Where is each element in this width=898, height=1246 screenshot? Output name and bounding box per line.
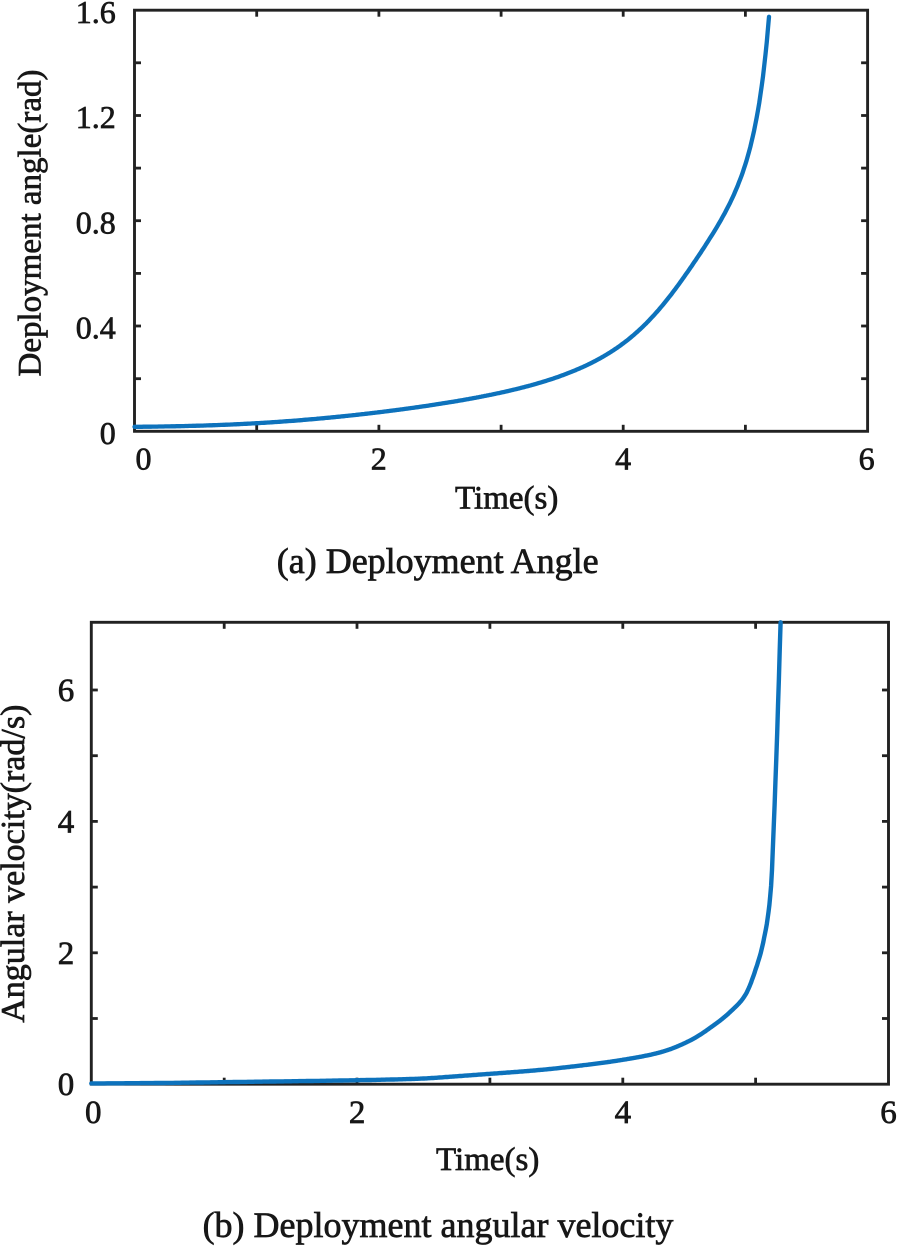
svg-text:0.4: 0.4 bbox=[76, 310, 116, 346]
svg-text:1.2: 1.2 bbox=[76, 99, 116, 135]
svg-text:4: 4 bbox=[615, 1095, 632, 1131]
svg-text:2: 2 bbox=[349, 1095, 366, 1131]
svg-text:2: 2 bbox=[371, 440, 387, 476]
svg-text:Time(s): Time(s) bbox=[436, 1142, 539, 1178]
svg-text:Deployment angle(rad): Deployment angle(rad) bbox=[12, 70, 48, 377]
svg-text:0: 0 bbox=[58, 1067, 75, 1103]
svg-text:Time(s): Time(s) bbox=[455, 481, 558, 517]
svg-text:6: 6 bbox=[880, 1095, 897, 1131]
svg-text:6: 6 bbox=[859, 440, 875, 476]
svg-text:0: 0 bbox=[85, 1095, 102, 1131]
svg-text:(a) Deployment Angle: (a) Deployment Angle bbox=[277, 541, 599, 581]
svg-text:0.8: 0.8 bbox=[76, 204, 116, 240]
svg-text:1.6: 1.6 bbox=[76, 0, 116, 30]
svg-text:0: 0 bbox=[136, 440, 152, 476]
svg-text:4: 4 bbox=[615, 440, 631, 476]
svg-text:0: 0 bbox=[100, 415, 116, 451]
svg-text:(b) Deployment angular velocit: (b) Deployment angular velocity bbox=[203, 1205, 674, 1245]
svg-text:4: 4 bbox=[58, 804, 75, 840]
svg-text:6: 6 bbox=[58, 673, 75, 709]
svg-text:2: 2 bbox=[58, 936, 75, 972]
svg-text:Angular velocity(rad/s): Angular velocity(rad/s) bbox=[0, 705, 32, 1023]
